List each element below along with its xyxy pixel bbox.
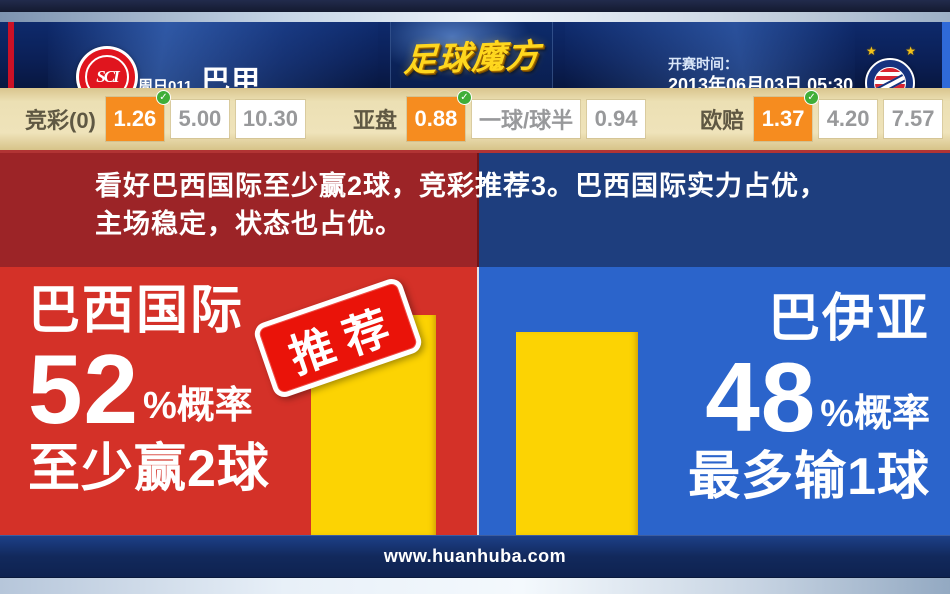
home-outcome: 至少赢2球 xyxy=(28,440,270,498)
banner-home-background xyxy=(0,150,477,267)
banner-away-background xyxy=(479,150,950,267)
odds-value: 4.20 xyxy=(826,106,870,131)
odds-value: 一球/球半 xyxy=(478,108,574,133)
analysis-text: 看好巴西国际至少赢2球，竞彩推荐3。巴西国际实力占优，主场稳定，状态也占优。 xyxy=(95,171,828,239)
home-team-name: 巴西国际 xyxy=(28,282,245,340)
odds-value: 0.88 xyxy=(414,106,458,131)
banner-top-accent xyxy=(0,150,950,153)
prediction-area: 巴西国际 52 %概率 至少赢2球 推荐 巴伊亚 48 %概率 最多输1球 xyxy=(0,267,950,535)
check-icon: ✓ xyxy=(804,90,820,105)
away-team-name: 巴伊亚 xyxy=(767,290,930,348)
odds-group-european: 欧赔 1.37 ✓ 4.20 7.57 xyxy=(700,90,943,141)
bottom-light-strip xyxy=(0,577,950,594)
footer: www.huanhuba.com xyxy=(0,535,950,577)
home-team-monogram: SCI xyxy=(96,67,119,86)
site-logo-panel: 足球魔方 xyxy=(390,22,553,88)
top-navy-bar xyxy=(0,0,950,12)
jingcai-home-odds[interactable]: 1.26 ✓ xyxy=(105,90,171,141)
odds-value: 5.00 xyxy=(178,106,222,131)
header: SCI 周日011 巴甲 足球魔方 开赛时间： 2013年06月03日 05:3… xyxy=(0,22,950,108)
odds-label-jingcai: 竞彩(0) xyxy=(25,108,96,133)
odds-label-oupei: 欧赔 xyxy=(700,108,745,133)
kickoff-label: 开赛时间： xyxy=(668,56,738,72)
check-icon: ✓ xyxy=(456,90,472,105)
home-percent-value: 52 xyxy=(28,334,140,444)
handicap-away-odds[interactable]: 0.94 xyxy=(587,100,646,138)
jingcai-away-odds[interactable]: 10.30 xyxy=(235,100,305,138)
star-icon: ★ xyxy=(905,44,916,58)
european-away-odds[interactable]: 7.57 xyxy=(884,100,943,138)
odds-value: 7.57 xyxy=(891,106,935,131)
away-team-stars: ★ ★ xyxy=(866,44,916,58)
star-icon: ★ xyxy=(866,44,877,58)
left-edge-red-stripe xyxy=(8,22,14,88)
starburst-decoration xyxy=(391,22,552,88)
home-percent-row: 52 %概率 xyxy=(28,334,270,444)
european-home-odds[interactable]: 1.37 ✓ xyxy=(754,90,820,141)
away-probability-bar xyxy=(516,332,638,535)
odds-value: 1.26 xyxy=(113,106,157,131)
odds-bar: 竞彩(0) 1.26 ✓ 5.00 10.30 亚盘 0.88 ✓ 一球/球半 … xyxy=(0,88,950,150)
handicap-line[interactable]: 一球/球半 xyxy=(471,100,581,138)
right-edge-blue-stripe xyxy=(942,22,950,88)
handicap-home-odds[interactable]: 0.88 ✓ xyxy=(406,90,472,141)
away-summary: 巴伊亚 48 %概率 最多输1球 xyxy=(688,289,930,507)
odds-label-yapan: 亚盘 xyxy=(352,108,397,133)
panel-divider xyxy=(477,267,479,535)
away-percent-row: 48 %概率 xyxy=(688,342,930,452)
site-logo-text: 足球魔方 xyxy=(402,36,541,79)
odds-value: 10.30 xyxy=(242,106,298,131)
check-icon: ✓ xyxy=(155,90,171,105)
top-light-strip xyxy=(0,12,950,22)
banner-divider xyxy=(477,150,479,267)
analysis-banner: 看好巴西国际至少赢2球，竞彩推荐3。巴西国际实力占优，主场稳定，状态也占优。 xyxy=(0,150,950,267)
away-outcome: 最多输1球 xyxy=(688,448,930,506)
odds-value: 1.37 xyxy=(761,106,805,131)
european-draw-odds[interactable]: 4.20 xyxy=(819,100,878,138)
home-percent-suffix: %概率 xyxy=(143,385,253,427)
site-url-link[interactable]: www.huanhuba.com xyxy=(383,546,567,566)
header-glow-right xyxy=(565,22,855,88)
away-percent-value: 48 xyxy=(705,342,817,452)
jingcai-draw-odds[interactable]: 5.00 xyxy=(170,100,229,138)
odds-group-asian-handicap: 亚盘 0.88 ✓ 一球/球半 0.94 xyxy=(352,90,646,141)
home-summary: 巴西国际 52 %概率 至少赢2球 xyxy=(28,281,270,499)
away-percent-suffix: %概率 xyxy=(820,393,930,435)
odds-group-jingcai: 竞彩(0) 1.26 ✓ 5.00 10.30 xyxy=(25,90,305,141)
odds-value: 0.94 xyxy=(594,106,638,131)
